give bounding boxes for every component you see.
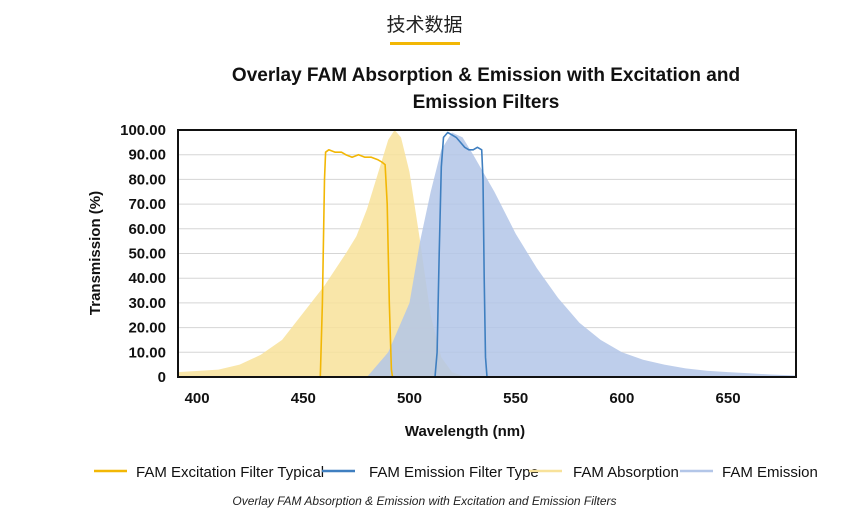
x-tick-label-4: 600 — [609, 390, 634, 407]
legend-label-fam-excitation-filter-typical: FAM Excitation Filter Typical — [136, 464, 324, 481]
y-tick-label-10: 100.00 — [120, 122, 166, 139]
chart-area-series — [178, 130, 796, 377]
y-tick-label-7: 70.00 — [128, 196, 166, 213]
series-fam-emission — [367, 132, 796, 377]
legend-label-fam-absorption: FAM Absorption — [573, 464, 679, 481]
series-fam-excitation-filter-typical — [319, 149, 394, 378]
legend-label-fam-emission-filter-type: FAM Emission Filter Type — [369, 464, 539, 481]
legend-label-fam-emission: FAM Emission — [722, 464, 818, 481]
y-tick-label-3: 30.00 — [128, 295, 166, 312]
y-axis-ticks: 0 10.00 20.00 30.00 40.00 50.00 60.00 70.00 80.0… — [120, 122, 166, 386]
chart-line-series — [319, 131, 488, 378]
x-tick-label-0: 400 — [185, 390, 210, 407]
y-axis-label: Transmission (%) — [87, 191, 104, 315]
x-tick-label-3: 550 — [503, 390, 528, 407]
y-tick-label-2: 20.00 — [128, 320, 166, 337]
x-tick-label-5: 650 — [716, 390, 741, 407]
section-heading: 技术数据 — [0, 10, 849, 45]
y-tick-label-4: 40.00 — [128, 270, 166, 287]
chart-title-line-2: Emission Filters — [413, 92, 560, 113]
plot-frame — [177, 129, 797, 378]
figure-caption: Overlay FAM Absorption & Emission with E… — [232, 494, 617, 508]
section-heading-text: 技术数据 — [386, 14, 463, 36]
y-tick-label-9: 90.00 — [128, 147, 166, 164]
y-tick-label-0: 0 — [158, 369, 166, 386]
y-tick-label-1: 10.00 — [128, 344, 166, 361]
x-tick-label-2: 500 — [397, 390, 422, 407]
x-axis-ticks: 400 450 500 550 600 650 — [185, 390, 741, 407]
y-tick-label-6: 60.00 — [128, 221, 166, 238]
section-heading-underline — [389, 42, 460, 45]
series-fam-absorption — [178, 130, 474, 377]
x-tick-label-1: 450 — [291, 390, 316, 407]
x-axis-label: Wavelength (nm) — [405, 423, 525, 440]
y-tick-label-8: 80.00 — [128, 171, 166, 188]
series-fam-emission-filter-type — [434, 131, 488, 378]
chart-legend: FAM Excitation Filter Typical FAM Emissio… — [94, 464, 818, 481]
y-tick-label-5: 50.00 — [128, 246, 166, 263]
chart-title-line-1: Overlay FAM Absorption & Emission with E… — [232, 65, 740, 86]
